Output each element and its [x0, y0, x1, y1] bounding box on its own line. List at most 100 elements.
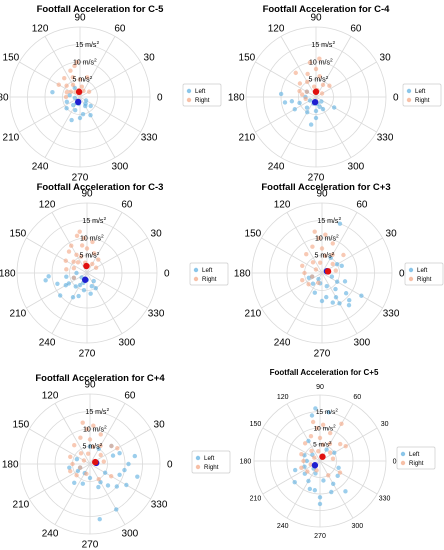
- angle-tick-label: 270: [79, 348, 96, 359]
- legend-label-left: Left: [204, 455, 215, 462]
- data-point-right: [78, 451, 84, 456]
- polar-chart-1: Footfall Acceleration for C-5 0 30 60 90 120 1…: [0, 4, 222, 183]
- mean-marker-right: [324, 268, 332, 275]
- data-point-left: [50, 89, 55, 95]
- radial-tick-label: 5 m/s2: [315, 251, 335, 260]
- angle-tick-label: 240: [32, 162, 49, 173]
- data-point-left: [117, 472, 122, 477]
- grid-spoke: [319, 403, 354, 462]
- mean-marker-left: [81, 276, 89, 283]
- grid-spoke: [261, 272, 323, 309]
- data-point-left: [337, 221, 343, 226]
- data-point-left: [289, 99, 295, 104]
- data-point-right: [299, 465, 304, 470]
- data-point-right: [79, 84, 85, 89]
- data-point-left: [317, 501, 323, 507]
- data-point-right: [70, 75, 76, 80]
- data-point-right: [85, 451, 91, 456]
- legend-marker-left: [408, 267, 414, 273]
- angle-tick-label: 330: [377, 132, 394, 143]
- data-point-right: [312, 229, 317, 234]
- data-point-left: [110, 453, 116, 458]
- grid-spoke: [319, 427, 378, 462]
- data-point-left: [76, 293, 81, 299]
- mean-marker-right: [83, 262, 90, 270]
- data-point-right: [84, 246, 90, 251]
- data-point-left: [334, 279, 340, 284]
- angle-tick-label: 180: [234, 269, 251, 280]
- angle-tick-label: 60: [356, 199, 368, 210]
- data-point-left: [310, 281, 316, 286]
- radial-tick-label: 5 m/s2: [83, 442, 103, 451]
- data-point-left: [292, 480, 297, 485]
- data-point-left: [306, 478, 311, 484]
- radial-tick-label: 10 m/s2: [83, 425, 107, 434]
- data-point-right: [81, 235, 87, 241]
- legend-label-left: Left: [195, 88, 206, 95]
- angle-tick-label: 0: [399, 269, 405, 280]
- data-point-left: [43, 278, 48, 283]
- data-point-left: [93, 285, 98, 291]
- data-point-left: [343, 489, 348, 494]
- data-point-left: [96, 484, 101, 490]
- data-point-right: [319, 91, 325, 96]
- data-point-right: [77, 229, 82, 234]
- data-point-left: [313, 406, 318, 411]
- data-point-right: [319, 246, 325, 251]
- data-point-right: [327, 441, 333, 447]
- data-point-left: [77, 282, 83, 288]
- angle-tick-label: 330: [151, 499, 168, 510]
- grid-spoke: [54, 403, 91, 465]
- angle-tick-label: 270: [314, 348, 331, 359]
- data-point-left: [73, 107, 78, 113]
- legend-marker-right: [193, 276, 199, 282]
- angle-tick-label: 270: [314, 533, 326, 540]
- radial-tick-label: 15 m/s2: [75, 40, 99, 49]
- angle-tick-label: 0: [164, 269, 170, 280]
- data-point-right: [93, 265, 99, 270]
- chart-title: Footfall Acceleration for C+5: [270, 368, 379, 377]
- radial-tick-label: 15 m/s2: [85, 407, 109, 416]
- polar-chart-4: Footfall Acceleration for C+3 0 30 60 90 120 1…: [234, 182, 444, 359]
- data-point-left: [66, 281, 72, 286]
- data-point-right: [91, 423, 96, 428]
- data-point-left: [331, 105, 337, 110]
- angle-tick-label: 120: [32, 23, 49, 34]
- data-point-left: [339, 263, 344, 269]
- data-point-left: [89, 283, 94, 289]
- data-point-right: [81, 458, 87, 463]
- data-point-left: [114, 507, 119, 512]
- data-point-right: [300, 277, 305, 283]
- data-point-right: [304, 89, 310, 94]
- grid-spoke: [319, 460, 378, 495]
- data-point-right: [320, 82, 326, 88]
- angle-tick-label: 150: [245, 229, 262, 240]
- data-point-left: [73, 284, 78, 289]
- angle-tick-label: 120: [268, 23, 285, 34]
- data-point-left: [64, 99, 70, 104]
- angle-tick-label: 0: [393, 458, 397, 465]
- chart-title: Footfall Acceleration for C-3: [37, 182, 164, 193]
- legend-marker-right: [186, 97, 192, 103]
- grid-spoke: [286, 272, 323, 334]
- data-point-right: [307, 60, 313, 65]
- data-point-right: [63, 258, 68, 263]
- angle-tick-label: 90: [74, 13, 86, 24]
- data-point-left: [324, 447, 329, 452]
- polar-chart-5: Footfall Acceleration for C+4 0 30 60 90 120 1…: [2, 373, 231, 550]
- data-point-right: [317, 435, 323, 441]
- data-point-right: [341, 252, 346, 258]
- grid-spoke: [286, 212, 323, 274]
- data-point-right: [101, 459, 106, 464]
- data-point-right: [68, 68, 73, 73]
- angle-tick-label: 150: [10, 229, 27, 240]
- legend-label-right: Right: [409, 460, 424, 467]
- grid-spoke: [51, 212, 88, 274]
- data-point-right: [297, 81, 303, 86]
- angle-tick-label: 30: [151, 229, 163, 240]
- data-point-left: [331, 481, 336, 487]
- data-point-left: [292, 467, 298, 473]
- data-point-left: [132, 453, 138, 459]
- angle-tick-label: 60: [114, 23, 126, 34]
- data-point-right: [91, 251, 97, 256]
